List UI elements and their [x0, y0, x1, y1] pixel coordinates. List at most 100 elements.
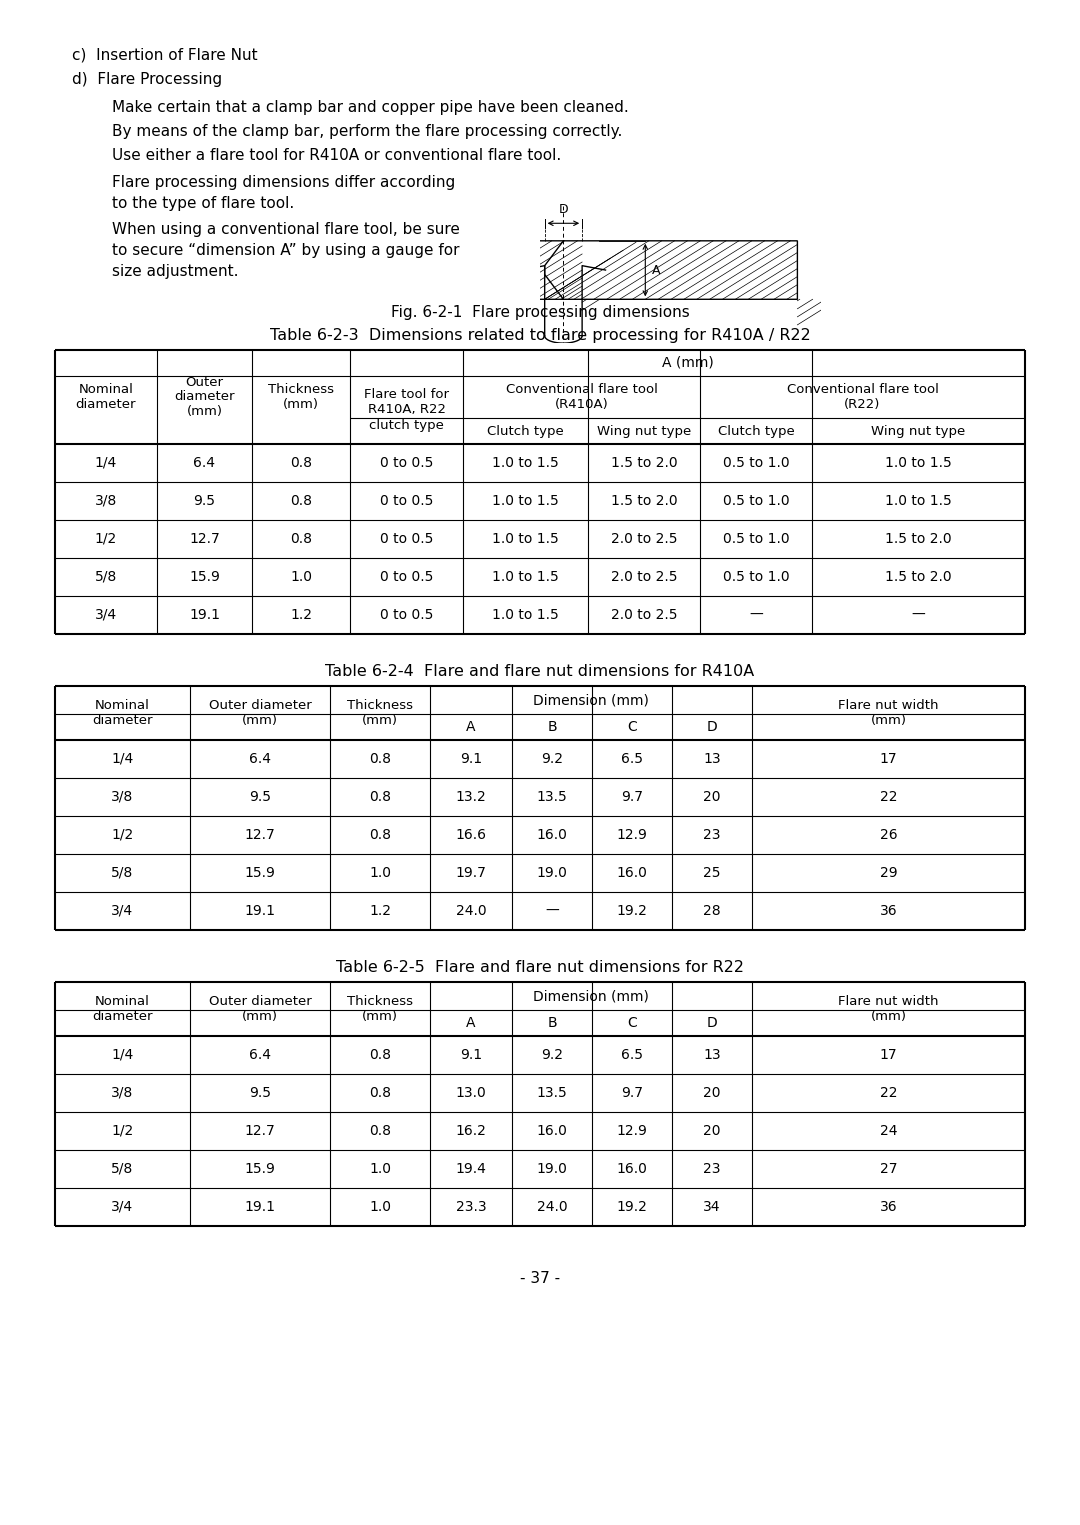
Text: 1.5 to 2.0: 1.5 to 2.0 [610, 456, 677, 470]
Text: D: D [558, 203, 568, 217]
Text: A (mm): A (mm) [662, 355, 714, 371]
Text: 6.5: 6.5 [621, 1048, 643, 1061]
Text: 1.0: 1.0 [291, 570, 312, 584]
Text: 0.8: 0.8 [369, 790, 391, 804]
Text: 9.1: 9.1 [460, 752, 482, 766]
Text: 17: 17 [880, 752, 897, 766]
Text: 1.0 to 1.5: 1.0 to 1.5 [492, 608, 558, 622]
Text: 16.0: 16.0 [537, 1124, 567, 1138]
Text: to secure “dimension A” by using a gauge for: to secure “dimension A” by using a gauge… [112, 242, 459, 258]
Text: 5/8: 5/8 [111, 866, 134, 880]
Text: Nominal
diameter: Nominal diameter [92, 698, 152, 727]
Text: Clutch type: Clutch type [487, 424, 564, 438]
Text: 9.5: 9.5 [249, 1086, 271, 1100]
Text: 36: 36 [880, 1200, 897, 1214]
Text: Wing nut type: Wing nut type [597, 424, 691, 438]
Text: 29: 29 [880, 866, 897, 880]
Text: 1.5 to 2.0: 1.5 to 2.0 [886, 532, 951, 546]
Text: 12.7: 12.7 [189, 532, 220, 546]
Text: 9.2: 9.2 [541, 1048, 563, 1061]
Text: Table 6-2-3  Dimensions related to flare processing for R410A / R22: Table 6-2-3 Dimensions related to flare … [270, 328, 810, 343]
Text: 9.7: 9.7 [621, 790, 643, 804]
Text: 0.8: 0.8 [291, 494, 312, 508]
Text: 6.4: 6.4 [249, 752, 271, 766]
Text: Conventional flare tool
(R410A): Conventional flare tool (R410A) [505, 383, 658, 412]
Text: A: A [467, 720, 476, 734]
Text: 6.4: 6.4 [193, 456, 216, 470]
Text: 0 to 0.5: 0 to 0.5 [380, 608, 433, 622]
Text: to the type of flare tool.: to the type of flare tool. [112, 197, 294, 210]
Text: 12.9: 12.9 [617, 828, 647, 842]
Text: 0.8: 0.8 [369, 828, 391, 842]
Polygon shape [544, 241, 797, 299]
Text: 16.0: 16.0 [617, 1162, 647, 1176]
Text: Flare processing dimensions differ according: Flare processing dimensions differ accor… [112, 175, 456, 191]
Text: 19.4: 19.4 [456, 1162, 486, 1176]
Text: 16.2: 16.2 [456, 1124, 486, 1138]
Text: 17: 17 [880, 1048, 897, 1061]
Text: size adjustment.: size adjustment. [112, 264, 239, 279]
Text: 5/8: 5/8 [95, 570, 117, 584]
Text: 1.0 to 1.5: 1.0 to 1.5 [886, 494, 951, 508]
Text: 3/4: 3/4 [111, 904, 134, 918]
Text: 1/4: 1/4 [111, 752, 134, 766]
Text: 16.0: 16.0 [617, 866, 647, 880]
Polygon shape [329, 241, 582, 299]
Text: Conventional flare tool
(R22): Conventional flare tool (R22) [786, 383, 939, 412]
Text: 19.0: 19.0 [537, 1162, 567, 1176]
Text: 12.7: 12.7 [245, 1124, 275, 1138]
Text: B: B [548, 1016, 557, 1029]
Text: 9.7: 9.7 [621, 1086, 643, 1100]
Text: 15.9: 15.9 [244, 1162, 275, 1176]
Text: C: C [627, 1016, 637, 1029]
Text: 20: 20 [703, 1124, 720, 1138]
Text: 3/4: 3/4 [111, 1200, 134, 1214]
Text: 5/8: 5/8 [111, 1162, 134, 1176]
Text: 1/2: 1/2 [111, 1124, 134, 1138]
Text: 23: 23 [703, 1162, 720, 1176]
Text: 1/2: 1/2 [111, 828, 134, 842]
Text: Thickness
(mm): Thickness (mm) [268, 383, 334, 412]
Text: 19.2: 19.2 [617, 904, 647, 918]
Text: Flare nut width
(mm): Flare nut width (mm) [838, 698, 939, 727]
Text: 0 to 0.5: 0 to 0.5 [380, 456, 433, 470]
Text: 24.0: 24.0 [537, 1200, 567, 1214]
Text: 34: 34 [703, 1200, 720, 1214]
Text: Flare nut width
(mm): Flare nut width (mm) [838, 994, 939, 1023]
Text: 20: 20 [703, 1086, 720, 1100]
Text: —: — [750, 608, 762, 622]
Text: 19.1: 19.1 [244, 904, 275, 918]
Text: - 37 -: - 37 - [519, 1270, 561, 1286]
Text: Outer diameter
(mm): Outer diameter (mm) [208, 994, 311, 1023]
Text: —: — [545, 904, 558, 918]
Text: 0.8: 0.8 [291, 532, 312, 546]
Text: 1.0 to 1.5: 1.0 to 1.5 [886, 456, 951, 470]
Text: 6.4: 6.4 [249, 1048, 271, 1061]
Text: Clutch type: Clutch type [717, 424, 795, 438]
Text: 1.2: 1.2 [291, 608, 312, 622]
Text: Thickness
(mm): Thickness (mm) [347, 698, 413, 727]
Text: 13: 13 [703, 1048, 720, 1061]
Text: 13.2: 13.2 [456, 790, 486, 804]
Text: 1/4: 1/4 [95, 456, 117, 470]
Text: D: D [706, 720, 717, 734]
Text: 13.5: 13.5 [537, 790, 567, 804]
Text: 2.0 to 2.5: 2.0 to 2.5 [611, 608, 677, 622]
Text: 3/8: 3/8 [111, 1086, 134, 1100]
Text: Outer diameter
(mm): Outer diameter (mm) [208, 698, 311, 727]
Text: 22: 22 [880, 1086, 897, 1100]
Text: When using a conventional flare tool, be sure: When using a conventional flare tool, be… [112, 223, 460, 236]
Text: 1.0 to 1.5: 1.0 to 1.5 [492, 570, 558, 584]
Text: Wing nut type: Wing nut type [872, 424, 966, 438]
Text: Make certain that a clamp bar and copper pipe have been cleaned.: Make certain that a clamp bar and copper… [112, 101, 629, 114]
Text: 19.0: 19.0 [537, 866, 567, 880]
Text: —: — [912, 608, 926, 622]
Text: 13: 13 [703, 752, 720, 766]
Text: 15.9: 15.9 [189, 570, 220, 584]
Text: Nominal
diameter: Nominal diameter [92, 994, 152, 1023]
Text: 20: 20 [703, 790, 720, 804]
Text: 2.0 to 2.5: 2.0 to 2.5 [611, 570, 677, 584]
Text: 19.1: 19.1 [244, 1200, 275, 1214]
Text: 24: 24 [880, 1124, 897, 1138]
Text: D: D [706, 1016, 717, 1029]
